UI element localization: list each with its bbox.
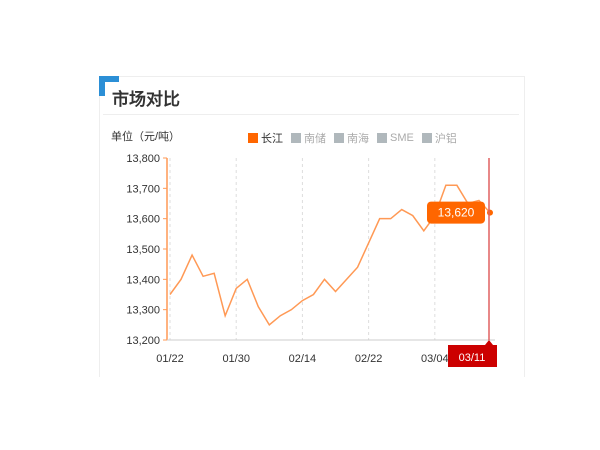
panel-title: 市场对比 bbox=[112, 90, 180, 109]
legend-label: 长江 bbox=[261, 133, 283, 145]
legend-swatch bbox=[291, 133, 301, 143]
y-tick-label: 13,400 bbox=[126, 274, 160, 286]
legend-item[interactable]: 南储 bbox=[291, 130, 326, 146]
legend-swatch bbox=[248, 133, 258, 143]
date-marker-arrow bbox=[485, 340, 493, 345]
date-marker-label: 03/11 bbox=[459, 352, 486, 364]
market-compare-panel bbox=[99, 76, 525, 377]
y-tick-label: 13,200 bbox=[126, 335, 160, 347]
x-tick-label: 01/30 bbox=[222, 353, 250, 365]
data-point bbox=[487, 209, 493, 216]
legend-label: 南海 bbox=[347, 133, 369, 145]
x-tick-label: 02/14 bbox=[289, 353, 317, 365]
x-tick-label: 03/04 bbox=[421, 353, 449, 365]
y-tick-label: 13,300 bbox=[126, 305, 160, 317]
legend-label: 沪铝 bbox=[434, 133, 457, 145]
legend: 长江 南储 南海 SME 沪铝 bbox=[248, 130, 457, 146]
date-marker-box bbox=[448, 345, 497, 367]
legend-item[interactable]: 南海 bbox=[334, 130, 369, 146]
divider bbox=[103, 114, 519, 115]
legend-swatch bbox=[421, 133, 432, 143]
tooltip-value: 13,620 bbox=[438, 206, 475, 220]
y-tick-label: 13,500 bbox=[126, 244, 160, 256]
title-accent bbox=[99, 76, 119, 96]
x-tick-label: 02/22 bbox=[355, 353, 383, 365]
legend-item[interactable]: 沪铝 bbox=[421, 130, 457, 146]
legend-label: SME bbox=[390, 132, 414, 144]
y-tick-label: 13,700 bbox=[126, 183, 160, 195]
unit-label: 单位（元/吨） bbox=[111, 131, 181, 143]
legend-item[interactable]: SME bbox=[377, 130, 414, 146]
y-tick-label: 13,600 bbox=[126, 214, 160, 226]
legend-swatch bbox=[377, 133, 387, 143]
tooltip-box bbox=[427, 201, 485, 224]
legend-item[interactable]: 长江 bbox=[248, 130, 283, 146]
x-tick-label: 01/22 bbox=[156, 353, 184, 365]
legend-swatch bbox=[334, 133, 344, 143]
legend-label: 南储 bbox=[304, 133, 326, 145]
y-tick-label: 13,800 bbox=[126, 153, 160, 165]
